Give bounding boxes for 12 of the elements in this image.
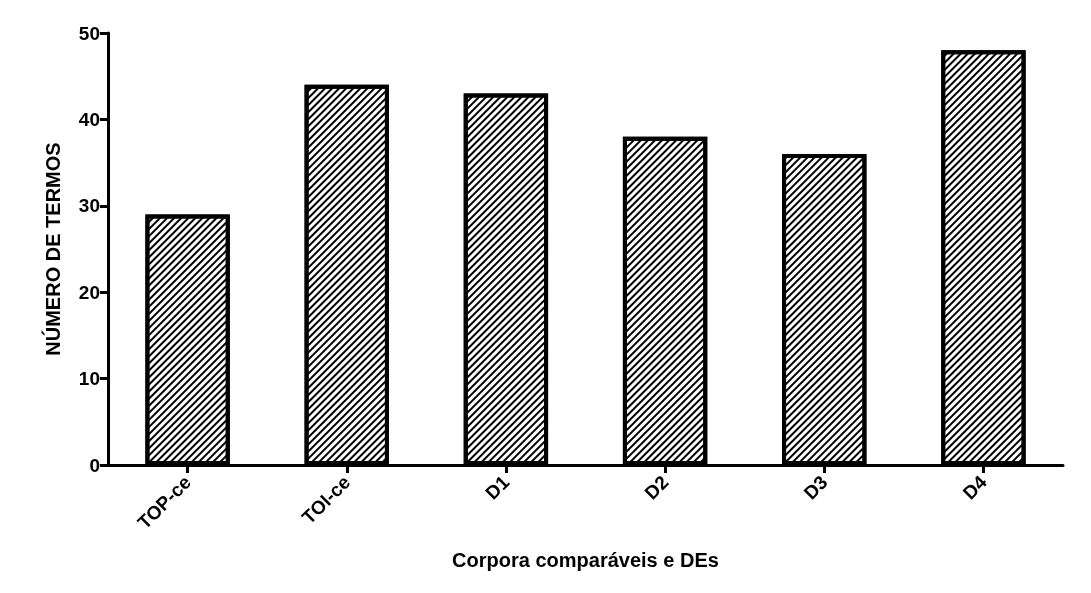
- y-tick-label: 30: [78, 195, 100, 217]
- y-tick-label: 0: [89, 454, 100, 476]
- x-axis-title: Corpora comparáveis e DEs: [452, 549, 719, 571]
- y-axis-title: NÚMERO DE TERMOS: [41, 142, 64, 356]
- y-tick-label: 40: [78, 108, 100, 130]
- y-tick-label: 50: [78, 22, 100, 44]
- x-tick-label: D1: [481, 471, 514, 504]
- x-tick-label: D4: [958, 471, 992, 504]
- y-tick-label: 10: [78, 368, 100, 390]
- x-tick-label: D2: [640, 471, 673, 504]
- y-tick-label: 20: [78, 281, 100, 303]
- x-tick-label: D3: [799, 471, 832, 504]
